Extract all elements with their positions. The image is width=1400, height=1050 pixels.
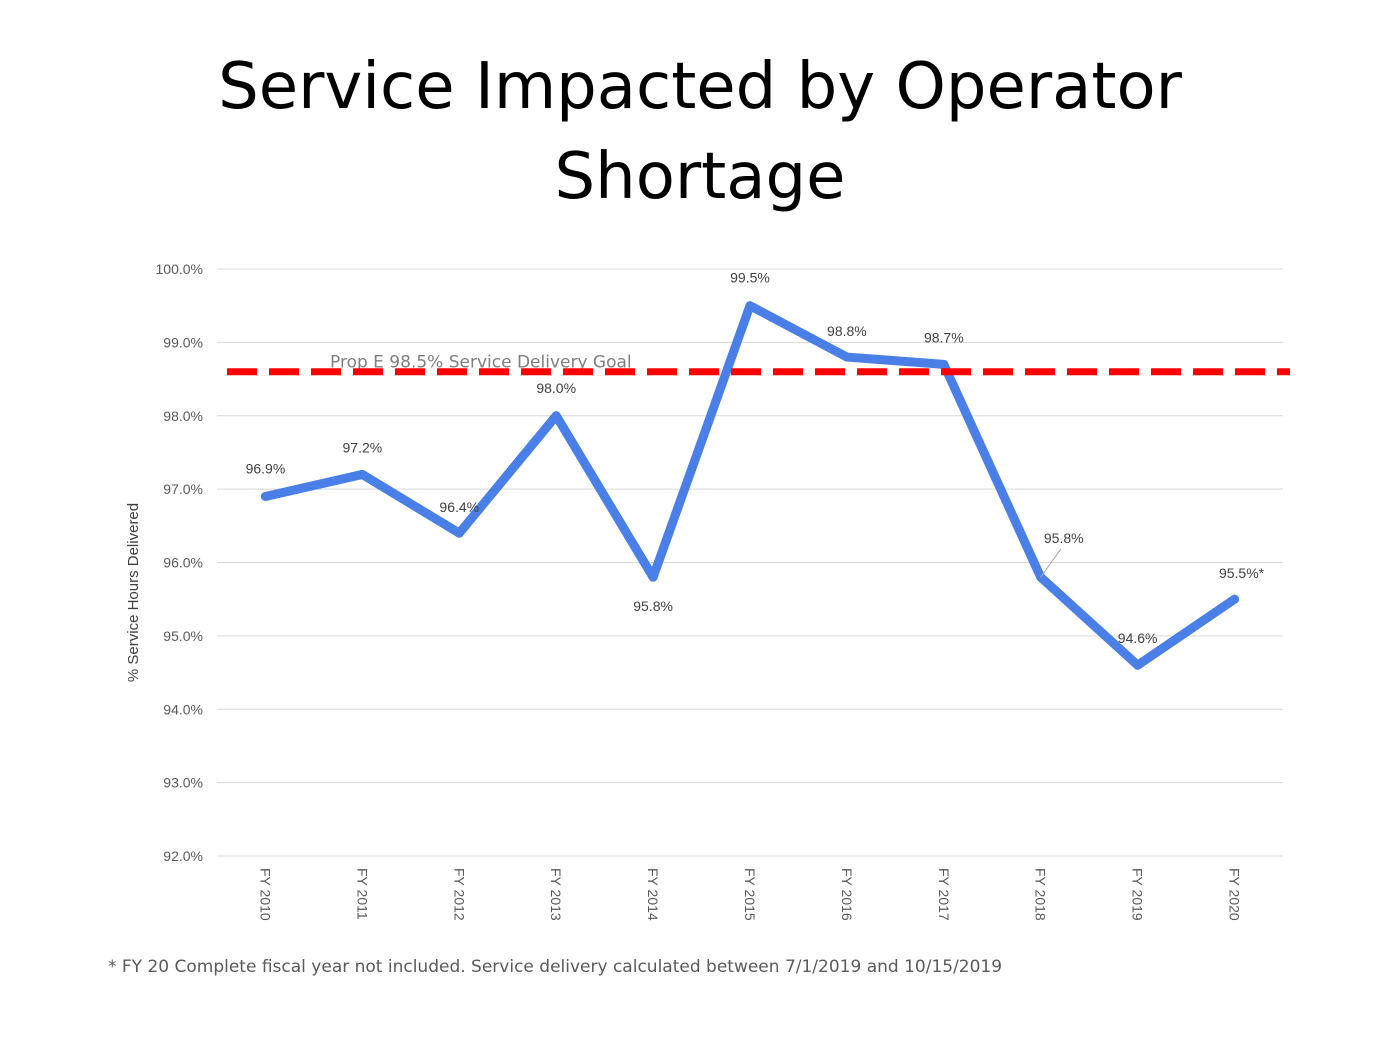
data-point [1230, 594, 1240, 604]
y-tick-label: 99.0% [163, 334, 203, 350]
y-axis-label: % Service Hours Delivered [125, 503, 142, 682]
x-tick-label: FY 2016 [839, 868, 855, 921]
data-label: 95.8% [1044, 530, 1084, 546]
y-tick-label: 97.0% [163, 481, 203, 497]
x-axis-ticks: FY 2010 FY 2011 FY 2012 FY 2013 FY 2014 FY 20… [257, 868, 1242, 921]
goal-line-group: Prop E 98.5% Service Delivery Goal [227, 353, 1290, 376]
data-point [357, 469, 367, 479]
data-label: 96.4% [439, 499, 479, 515]
data-point [551, 411, 561, 421]
y-tick-label: 95.0% [163, 628, 203, 644]
data-point [260, 491, 270, 501]
data-point [454, 528, 464, 538]
data-point [745, 301, 755, 311]
y-tick-label: 93.0% [163, 775, 203, 791]
x-tick-label: FY 2012 [451, 868, 467, 921]
data-label: 97.2% [343, 439, 383, 455]
data-point [842, 352, 852, 362]
x-tick-label: FY 2019 [1130, 868, 1146, 921]
data-label: 98.0% [536, 380, 576, 396]
x-tick-label: FY 2017 [936, 868, 952, 921]
y-tick-label: 96.0% [163, 555, 203, 571]
data-label: 95.5%* [1219, 565, 1265, 581]
y-tick-label: 100.0% [156, 261, 203, 277]
x-tick-label: FY 2014 [645, 868, 661, 921]
data-label: 99.5% [730, 270, 770, 286]
x-tick-label: FY 2020 [1227, 868, 1243, 921]
data-point [1133, 660, 1143, 670]
goal-line-label: Prop E 98.5% Service Delivery Goal [330, 353, 632, 373]
series [260, 301, 1240, 670]
chart-title: Service Impacted by Operator Shortage [0, 42, 1400, 222]
footnote: * FY 20 Complete fiscal year not include… [108, 957, 1003, 977]
y-tick-label: 98.0% [163, 408, 203, 424]
y-axis-ticks: 92.0% 93.0% 94.0% 95.0% 96.0% 97.0% 98.0% 99.0%… [156, 261, 203, 864]
x-tick-label: FY 2011 [354, 868, 370, 920]
data-label: 95.8% [633, 598, 673, 614]
x-tick-label: FY 2015 [742, 868, 758, 921]
data-point [648, 572, 658, 582]
y-tick-label: 94.0% [163, 701, 203, 717]
data-label-leader [1040, 548, 1062, 578]
data-point [939, 359, 949, 369]
data-label: 98.8% [827, 323, 867, 339]
x-tick-label: FY 2013 [548, 868, 564, 921]
chart-title-line-2: Shortage [554, 140, 846, 214]
x-tick-label: FY 2018 [1033, 868, 1049, 921]
data-label: 94.6% [1118, 630, 1158, 646]
chart-title-line-1: Service Impacted by Operator [218, 50, 1182, 124]
x-tick-label: FY 2010 [257, 868, 273, 921]
data-label: 98.7% [924, 329, 964, 345]
data-labels: 96.9% 97.2% 96.4% 98.0% 95.8% 99.5% 98.8% 98.7%… [246, 270, 1265, 647]
y-tick-label: 92.0% [163, 848, 203, 864]
data-label: 96.9% [246, 460, 286, 476]
